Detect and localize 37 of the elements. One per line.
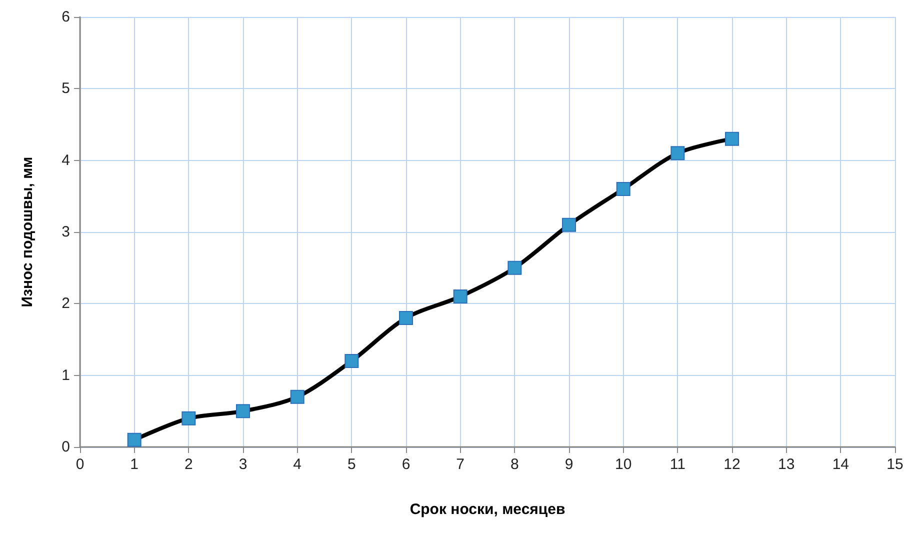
point — [344, 354, 359, 368]
y-tick-label: 0 — [62, 438, 70, 456]
x-tick-label: 1 — [130, 456, 139, 473]
point — [182, 411, 196, 426]
x-tick-label: 2 — [184, 456, 193, 473]
x-tick-label: 0 — [76, 456, 84, 473]
x-tick-label: 8 — [510, 456, 519, 473]
point — [508, 260, 522, 275]
y-tick-label: 2 — [62, 295, 70, 312]
x-tick-label: 6 — [402, 456, 410, 473]
x-tick-label: 9 — [564, 456, 574, 473]
point — [616, 182, 630, 196]
y-tick-label: 1 — [62, 366, 70, 384]
x-tick-label: 5 — [347, 456, 356, 473]
x-tick-label: 11 — [670, 456, 686, 473]
point — [562, 218, 576, 232]
y-tick-label: 4 — [62, 152, 70, 169]
point — [670, 146, 685, 160]
x-tick-label: 10 — [614, 456, 632, 473]
y-tick-label: 3 — [62, 224, 70, 240]
point — [236, 404, 250, 418]
x-tick-label: 12 — [724, 456, 740, 473]
point — [453, 290, 468, 304]
y-axis-title: Износ подошвы, мм — [19, 156, 36, 308]
x-tick-label: 4 — [293, 456, 302, 473]
x-tick-label: 3 — [238, 456, 248, 473]
x-tick-label: 14 — [832, 456, 850, 473]
x-tick-label: 15 — [886, 456, 904, 473]
point — [399, 311, 413, 325]
x-tick-label: 13 — [778, 456, 795, 473]
x-axis-title: Срок носки, месяцев — [410, 501, 566, 518]
y-tick-label: 5 — [62, 80, 70, 98]
x-tick-label: 7 — [456, 456, 465, 473]
point — [725, 132, 739, 146]
point — [290, 390, 304, 404]
y-tick-label: 6 — [62, 8, 70, 26]
point — [127, 432, 142, 447]
